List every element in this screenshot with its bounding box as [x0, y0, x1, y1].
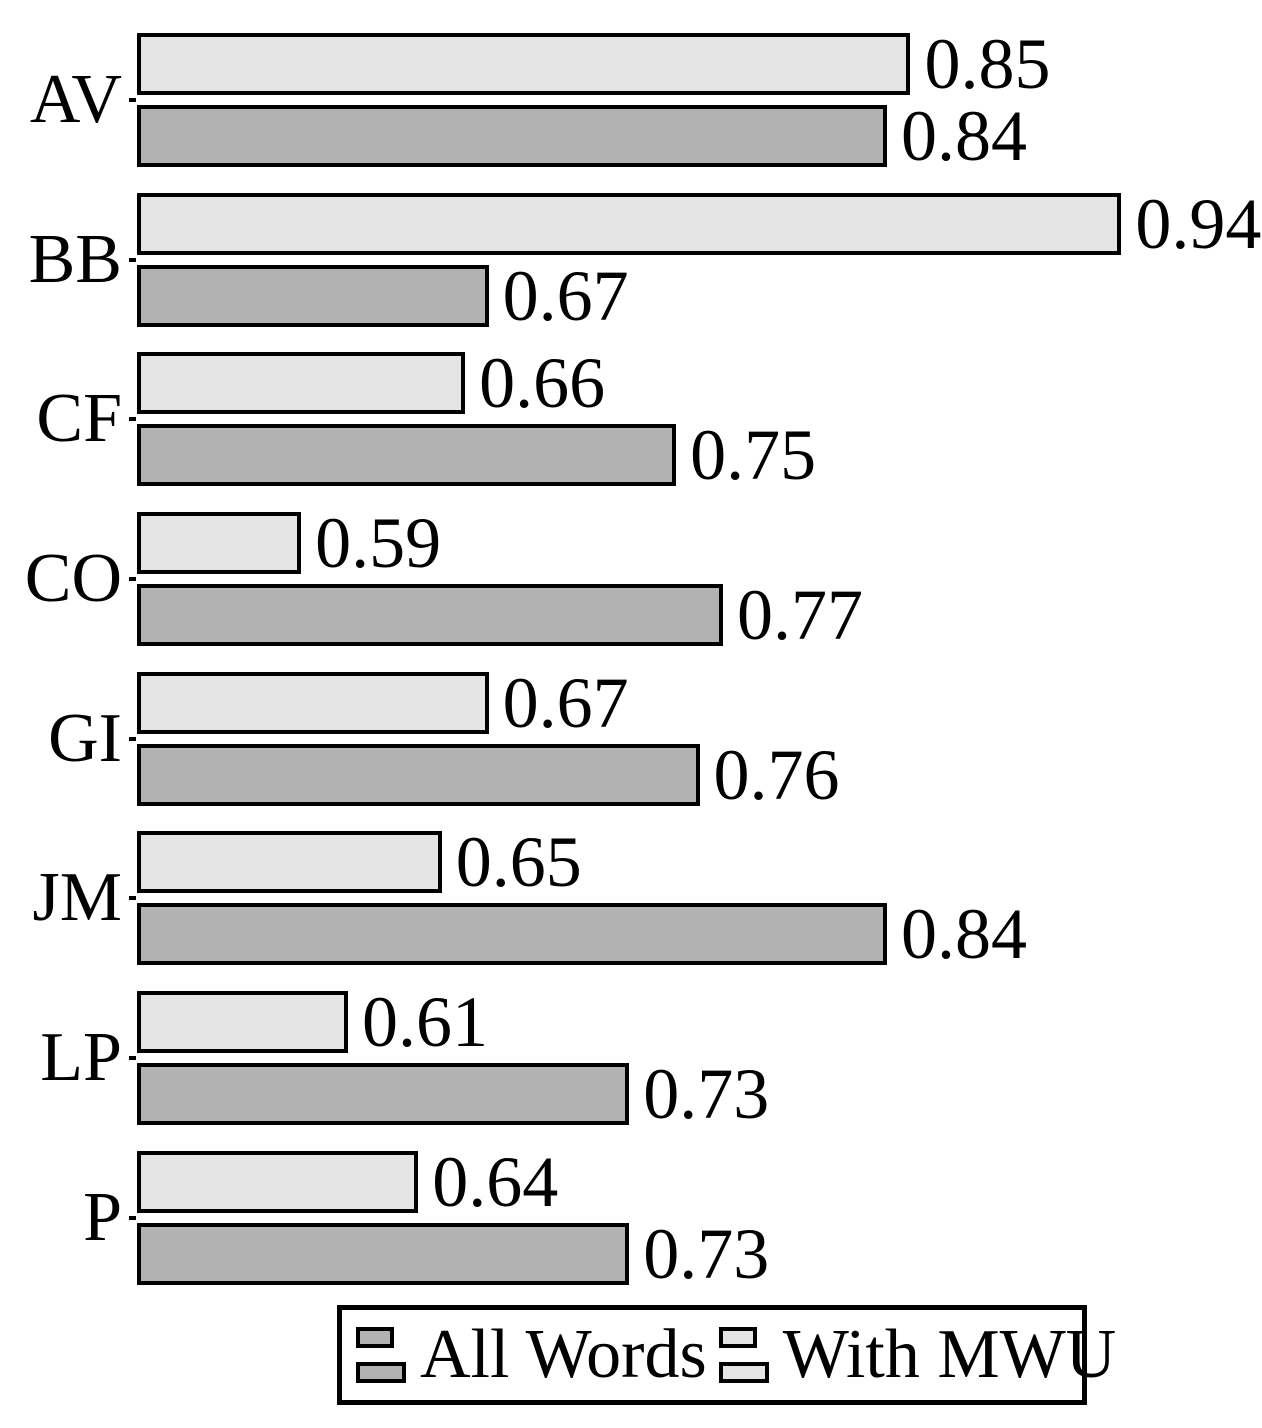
bar-all-words	[137, 265, 489, 327]
category-label: AV	[29, 61, 122, 138]
value-label: 0.76	[713, 735, 840, 815]
bar-all-words	[137, 424, 677, 486]
legend-label-all-words: All Words	[420, 1316, 707, 1393]
legend-item-with-mwu: With MWU	[718, 1316, 1117, 1393]
value-label: 0.67	[502, 663, 629, 743]
value-label: 0.66	[479, 343, 606, 423]
legend: All Words With MWU	[337, 1305, 1116, 1405]
value-label: 0.59	[315, 503, 442, 583]
category-label: JM	[32, 859, 122, 936]
key-top-swatch	[356, 1327, 394, 1348]
value-label: 0.64	[432, 1142, 559, 1222]
value-label: 0.77	[736, 575, 863, 655]
axis-tick-icon	[129, 896, 136, 900]
bar-with-mwu	[137, 672, 489, 734]
key-top-swatch	[718, 1327, 757, 1348]
category-label: CF	[36, 380, 122, 457]
value-label: 0.67	[502, 256, 629, 336]
bar-with-mwu	[137, 1151, 419, 1213]
bar-all-words	[137, 584, 723, 646]
bar-with-mwu	[137, 831, 442, 893]
axis-tick-icon	[129, 417, 136, 421]
key-bottom-swatch	[356, 1362, 406, 1383]
axis-tick-icon	[129, 577, 136, 581]
with-mwu-key-icon	[718, 1327, 769, 1383]
value-label: 0.65	[455, 822, 582, 902]
axis-tick-icon	[129, 98, 136, 102]
category-label: LP	[40, 1019, 122, 1096]
value-label: 0.73	[643, 1214, 770, 1294]
bar-all-words	[137, 105, 887, 167]
bar-all-words	[137, 903, 887, 965]
bar-with-mwu	[137, 193, 1122, 255]
legend-label-with-mwu: With MWU	[782, 1316, 1117, 1393]
value-label: 0.84	[901, 96, 1027, 176]
axis-tick-icon	[129, 737, 136, 741]
axis-tick-icon	[129, 1056, 136, 1060]
bar-all-words	[137, 1063, 630, 1125]
value-label: 0.73	[643, 1054, 770, 1134]
category-label: BB	[28, 221, 122, 298]
value-label: 0.85	[924, 24, 1051, 104]
bar-all-words	[137, 1223, 630, 1285]
axis-tick-icon	[129, 258, 136, 262]
legend-item-all-words: All Words	[356, 1320, 707, 1390]
category-label: P	[83, 1179, 122, 1256]
all-words-key-icon	[356, 1327, 406, 1383]
bar-with-mwu	[137, 352, 466, 414]
category-label: CO	[24, 540, 122, 617]
value-label: 0.84	[901, 894, 1027, 974]
value-label: 0.61	[361, 982, 488, 1062]
axis-tick-icon	[129, 1216, 136, 1220]
key-bottom-swatch	[718, 1362, 769, 1383]
value-label: 0.94	[1135, 184, 1262, 264]
bar-with-mwu	[137, 33, 911, 95]
bar-with-mwu	[137, 512, 302, 574]
bar-with-mwu	[137, 991, 348, 1053]
value-label: 0.75	[690, 415, 817, 495]
category-label: GI	[48, 700, 122, 777]
bar-all-words	[137, 744, 700, 806]
